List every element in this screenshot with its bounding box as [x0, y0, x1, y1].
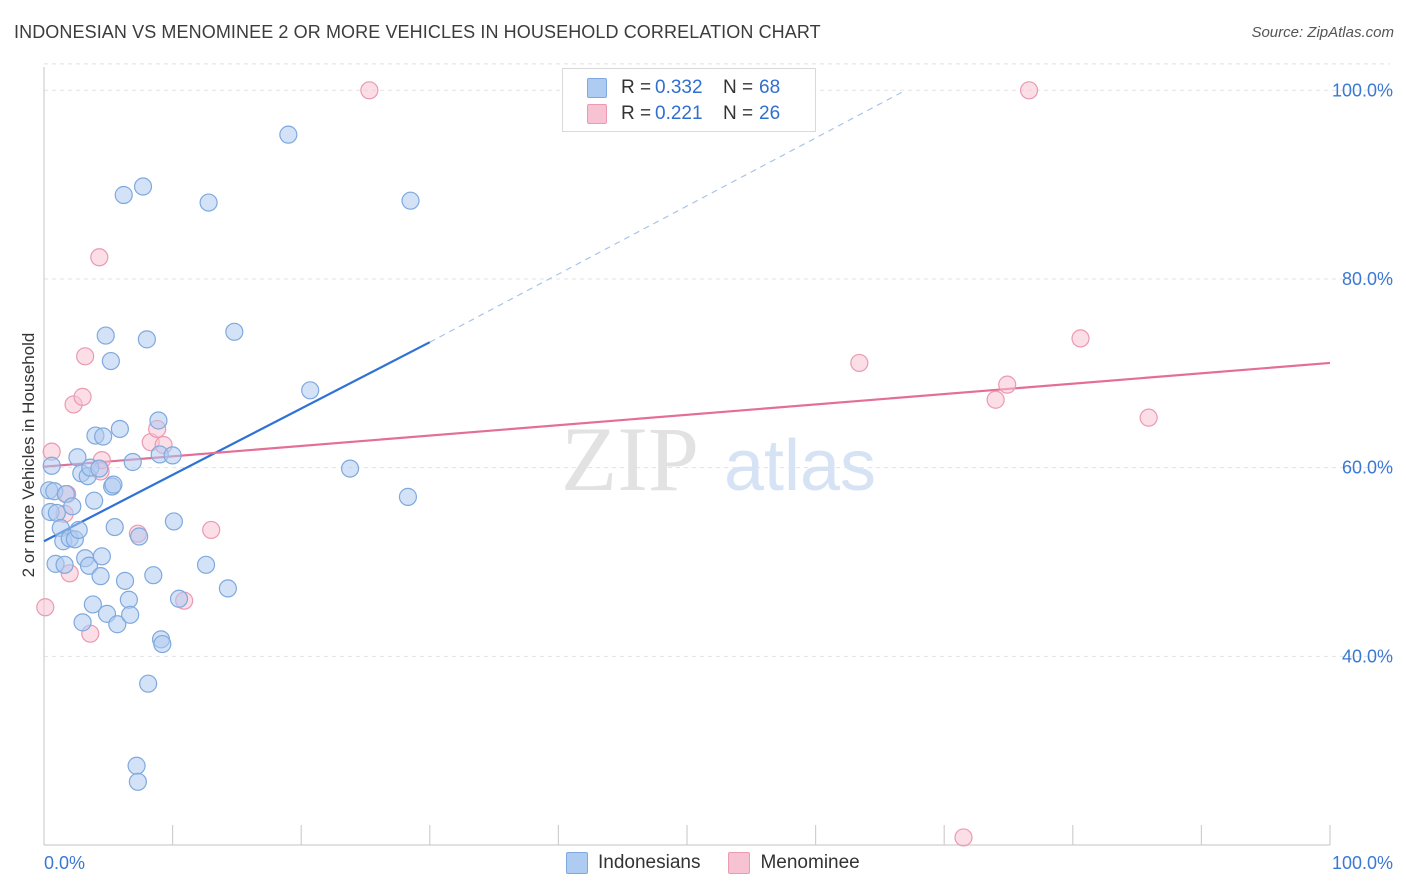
n-value: 26 [759, 103, 781, 124]
data-point [63, 497, 82, 516]
trend-lines [43, 89, 1331, 543]
data-point [73, 613, 92, 632]
data-point [36, 598, 55, 617]
data-point [360, 81, 379, 100]
gridlines [44, 63, 1390, 657]
data-point [90, 248, 109, 267]
data-point [169, 589, 189, 608]
data-point [199, 193, 218, 212]
data-point [196, 555, 216, 574]
stats-row-indonesians: R = 0.332 N = 68 [587, 75, 780, 101]
legend-item-menominee: Menominee [728, 852, 860, 874]
data-point [91, 567, 110, 586]
data-point [998, 375, 1017, 394]
r-value: 0.221 [655, 103, 703, 124]
indonesian-points [40, 125, 420, 791]
y-tick-label: 100.0% [1332, 80, 1393, 100]
x-tick-label: 0.0% [44, 853, 85, 873]
data-point [114, 185, 133, 205]
data-point [986, 390, 1005, 409]
y-tick-label: 80.0% [1342, 269, 1393, 289]
watermark-atlas: atlas [724, 426, 876, 506]
y-axis-label: 2 or more Vehicles in Household [19, 333, 38, 578]
data-point [279, 125, 298, 144]
data-point [153, 634, 172, 654]
r-label: R = [621, 77, 652, 98]
data-point [225, 322, 244, 341]
data-point [108, 615, 127, 634]
stats-legend: R = 0.332 N = 68 R = 0.221 N = 26 [562, 68, 816, 132]
data-point [149, 411, 168, 430]
data-point [163, 446, 182, 465]
data-point [137, 330, 156, 349]
data-point [202, 520, 221, 540]
data-point [164, 512, 183, 531]
data-point [128, 772, 147, 791]
data-point [104, 475, 123, 494]
watermark-zip: ZIP [561, 408, 699, 510]
data-point [115, 571, 135, 590]
data-point [105, 517, 124, 537]
chart-title: INDONESIAN VS MENOMINEE 2 OR MORE VEHICL… [14, 22, 821, 42]
pink-swatch [728, 852, 751, 874]
data-point [119, 590, 138, 609]
data-point [90, 459, 109, 478]
blue-swatch [566, 852, 588, 874]
r-value: 0.332 [655, 77, 703, 98]
data-point [79, 556, 99, 575]
data-point [1071, 329, 1090, 348]
tick-labels: 40.0% 60.0% 80.0% 100.0% 0.0% 100.0% [44, 80, 1393, 873]
trend-line [43, 361, 1331, 468]
data-point [954, 828, 973, 847]
legend-item-indonesians: Indonesians [566, 852, 700, 874]
data-point [127, 756, 146, 775]
r-label: R = [621, 103, 652, 124]
data-point [83, 595, 102, 614]
data-point [340, 459, 360, 478]
n-label: N = [723, 77, 754, 98]
data-point [101, 351, 120, 371]
y-tick-label: 60.0% [1342, 458, 1393, 478]
data-point [401, 191, 420, 210]
data-point [73, 387, 92, 406]
trend-line-extension [429, 89, 906, 343]
data-point [96, 326, 115, 345]
data-point [123, 452, 142, 472]
data-point [133, 177, 153, 196]
data-point [110, 419, 129, 439]
series-legend: Indonesians Menominee [566, 852, 888, 874]
data-point [1019, 81, 1039, 100]
data-point [398, 487, 418, 506]
blue-swatch [587, 78, 607, 98]
data-point [69, 520, 88, 540]
data-point [55, 555, 74, 574]
data-point [47, 503, 66, 523]
data-point [85, 491, 104, 510]
trend-line [43, 341, 431, 543]
data-point [144, 566, 163, 585]
y-tick-label: 40.0% [1342, 646, 1393, 666]
data-point [301, 381, 320, 400]
n-value: 68 [759, 77, 781, 98]
pink-swatch [587, 104, 607, 124]
x-tick-label: 100.0% [1332, 853, 1393, 873]
data-point [139, 674, 158, 693]
legend-label: Menominee [760, 852, 860, 873]
data-point [1139, 408, 1158, 427]
stats-row-menominee: R = 0.221 N = 26 [587, 101, 780, 127]
n-label: N = [723, 103, 754, 124]
data-point [94, 427, 113, 446]
data-point [42, 456, 61, 475]
data-point [130, 527, 149, 546]
legend-label: Indonesians [598, 852, 701, 873]
data-point [850, 353, 869, 373]
data-point [218, 579, 237, 598]
source-credit: Source: ZipAtlas.com [1251, 24, 1394, 41]
watermark: ZIP atlas [561, 408, 876, 510]
data-point [121, 605, 140, 624]
data-point [76, 347, 95, 366]
data-point [92, 547, 111, 566]
